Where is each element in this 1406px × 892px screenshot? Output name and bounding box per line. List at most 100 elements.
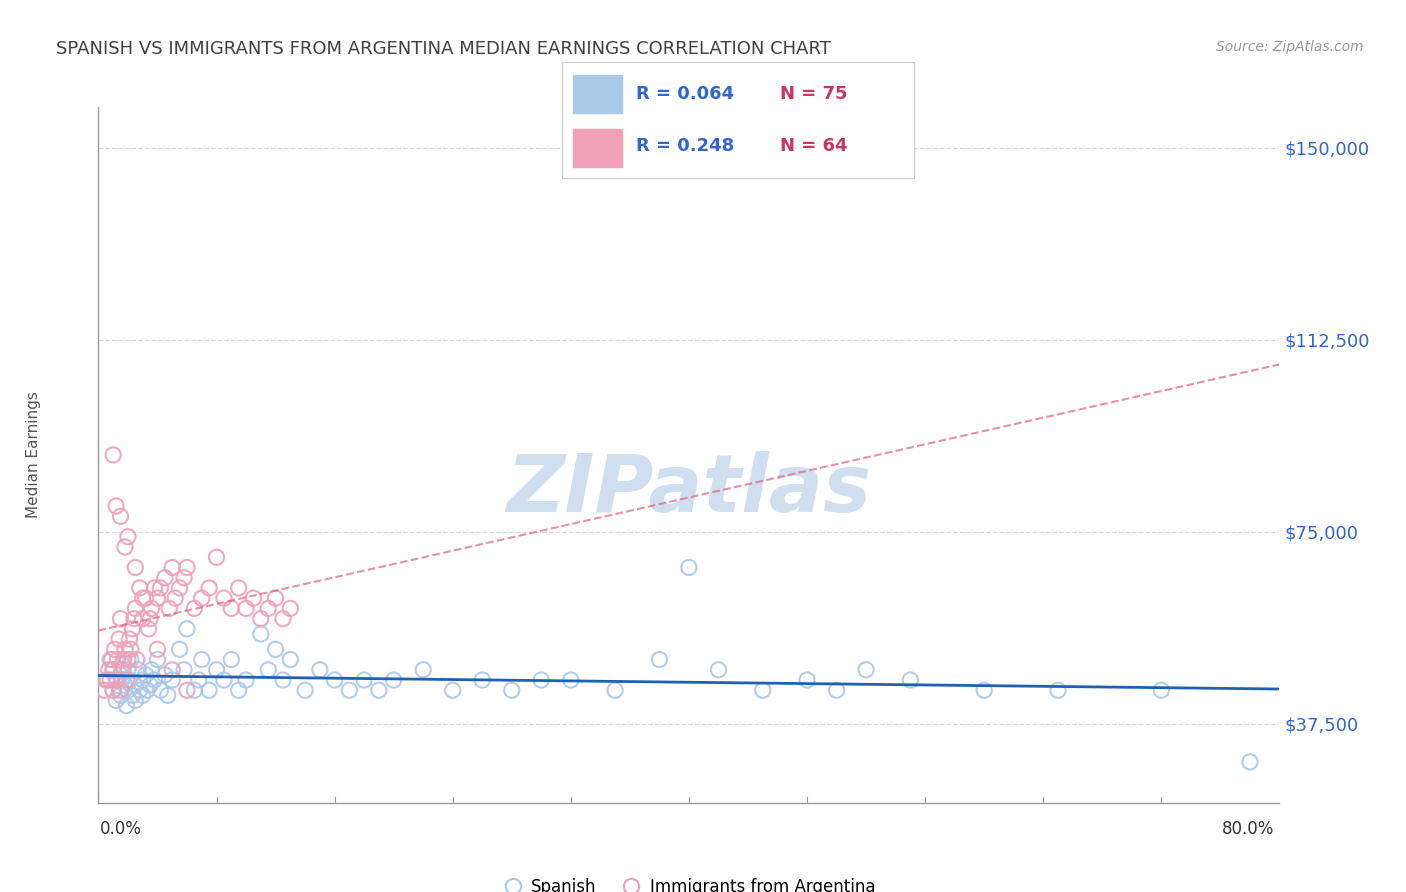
Point — [96, 673, 118, 687]
Point — [105, 499, 128, 513]
Point — [146, 591, 169, 606]
Point — [162, 673, 183, 687]
Point — [107, 652, 129, 666]
Text: Source: ZipAtlas.com: Source: ZipAtlas.com — [1216, 40, 1364, 54]
Point — [121, 622, 143, 636]
Point — [751, 683, 773, 698]
Point — [105, 693, 128, 707]
Point — [98, 652, 121, 666]
Point — [124, 560, 146, 574]
Point — [156, 689, 179, 703]
Point — [138, 622, 160, 636]
Point — [136, 683, 159, 698]
Point — [264, 642, 287, 657]
Legend: Spanish, Immigrants from Argentina: Spanish, Immigrants from Argentina — [496, 871, 882, 892]
Point — [250, 627, 273, 641]
Point — [382, 673, 405, 687]
Point — [141, 663, 163, 677]
FancyBboxPatch shape — [574, 128, 621, 167]
Point — [117, 663, 139, 677]
Point — [103, 663, 125, 677]
Point — [104, 642, 127, 657]
Point — [97, 663, 120, 677]
Point — [94, 673, 117, 687]
Point — [146, 642, 169, 657]
Point — [124, 678, 146, 692]
Point — [103, 663, 125, 677]
Point — [93, 683, 115, 698]
Point — [900, 673, 922, 687]
Point — [115, 673, 138, 687]
Point — [198, 581, 221, 595]
Text: N = 64: N = 64 — [780, 137, 848, 155]
Point — [125, 652, 148, 666]
Point — [264, 591, 287, 606]
Point — [118, 632, 141, 646]
Point — [135, 668, 157, 682]
Point — [212, 673, 235, 687]
Point — [141, 601, 163, 615]
Point — [219, 601, 242, 615]
Point — [157, 601, 180, 615]
Point — [198, 683, 221, 698]
Point — [471, 673, 494, 687]
Point — [219, 652, 242, 666]
Point — [111, 663, 134, 677]
Point — [212, 591, 235, 606]
Point — [294, 683, 316, 698]
Text: ZIPatlas: ZIPatlas — [506, 450, 872, 529]
Point — [235, 601, 257, 615]
Point — [973, 683, 995, 698]
Point — [271, 673, 294, 687]
Point — [100, 652, 122, 666]
Point — [128, 683, 150, 698]
Point — [339, 683, 360, 698]
Point — [132, 612, 155, 626]
Point — [153, 668, 176, 682]
Point — [143, 581, 166, 595]
Point — [648, 652, 671, 666]
Point — [205, 550, 228, 565]
Point — [149, 683, 172, 698]
Point — [118, 673, 141, 687]
Point — [117, 683, 139, 698]
Point — [120, 642, 142, 657]
Text: SPANISH VS IMMIGRANTS FROM ARGENTINA MEDIAN EARNINGS CORRELATION CHART: SPANISH VS IMMIGRANTS FROM ARGENTINA MED… — [56, 40, 831, 58]
Text: N = 75: N = 75 — [780, 85, 848, 103]
Point — [132, 689, 155, 703]
Point — [110, 612, 132, 626]
Point — [114, 678, 136, 692]
Point — [114, 540, 136, 554]
Point — [205, 663, 228, 677]
Point — [323, 673, 346, 687]
Point — [605, 683, 627, 698]
Point — [108, 632, 131, 646]
Text: 0.0%: 0.0% — [100, 820, 142, 838]
Point — [110, 668, 132, 682]
Point — [309, 663, 332, 677]
Point — [825, 683, 848, 698]
Point — [271, 612, 294, 626]
Point — [117, 652, 139, 666]
Point — [127, 663, 149, 677]
Point — [115, 698, 138, 713]
Point — [855, 663, 877, 677]
Point — [169, 581, 191, 595]
Point — [103, 683, 125, 698]
Point — [441, 683, 464, 698]
Point — [191, 591, 214, 606]
Point — [105, 673, 128, 687]
FancyBboxPatch shape — [574, 75, 621, 113]
Point — [796, 673, 818, 687]
Point — [176, 622, 198, 636]
Text: R = 0.064: R = 0.064 — [636, 85, 734, 103]
Point — [124, 601, 146, 615]
Point — [173, 663, 195, 677]
Point — [146, 652, 169, 666]
Point — [278, 601, 302, 615]
Point — [176, 560, 198, 574]
Point — [107, 673, 129, 687]
Point — [228, 581, 250, 595]
Point — [250, 612, 273, 626]
Point — [235, 673, 257, 687]
